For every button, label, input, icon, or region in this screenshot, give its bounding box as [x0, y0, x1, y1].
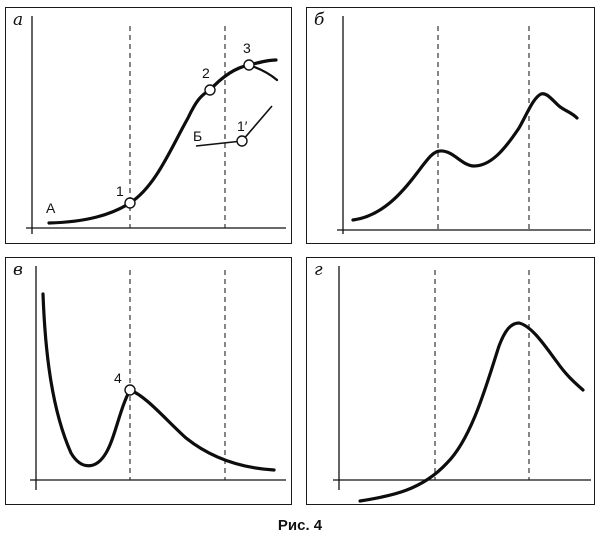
- figure-caption: Рис. 4: [277, 517, 323, 534]
- panel-b-graphic: [337, 16, 591, 234]
- panel-a-graphic: А Б 1 2 3 1′: [26, 16, 286, 234]
- panel-g-letter: г: [314, 260, 323, 280]
- curve: [358, 321, 585, 503]
- panel-v-graphic: 4: [30, 266, 286, 490]
- panel-v: 4 в: [5, 257, 292, 505]
- panel-a: А Б 1 2 3 1′ а: [5, 7, 292, 244]
- label-B: Б: [193, 128, 202, 144]
- point-2: [204, 84, 216, 96]
- panel-b-letter: б: [314, 10, 325, 30]
- label-point-4: 4: [114, 370, 122, 386]
- panel-g-graphic: [333, 266, 591, 503]
- label-point-1-prime: 1′: [237, 118, 248, 134]
- point-1: [124, 197, 136, 209]
- point-3: [243, 59, 255, 71]
- panel-a-letter: а: [13, 10, 24, 30]
- curve: [41, 292, 276, 472]
- label-point-3: 3: [243, 40, 251, 56]
- point-1-prime: [236, 135, 248, 147]
- label-point-1: 1: [116, 183, 124, 199]
- point-4: [124, 384, 136, 396]
- panel-v-letter: в: [13, 260, 23, 280]
- curve: [351, 92, 579, 222]
- panel-b: б: [306, 7, 595, 244]
- panel-g: г: [306, 257, 595, 505]
- curve-B: [195, 105, 273, 147]
- label-point-2: 2: [202, 65, 210, 81]
- label-A: А: [46, 200, 56, 216]
